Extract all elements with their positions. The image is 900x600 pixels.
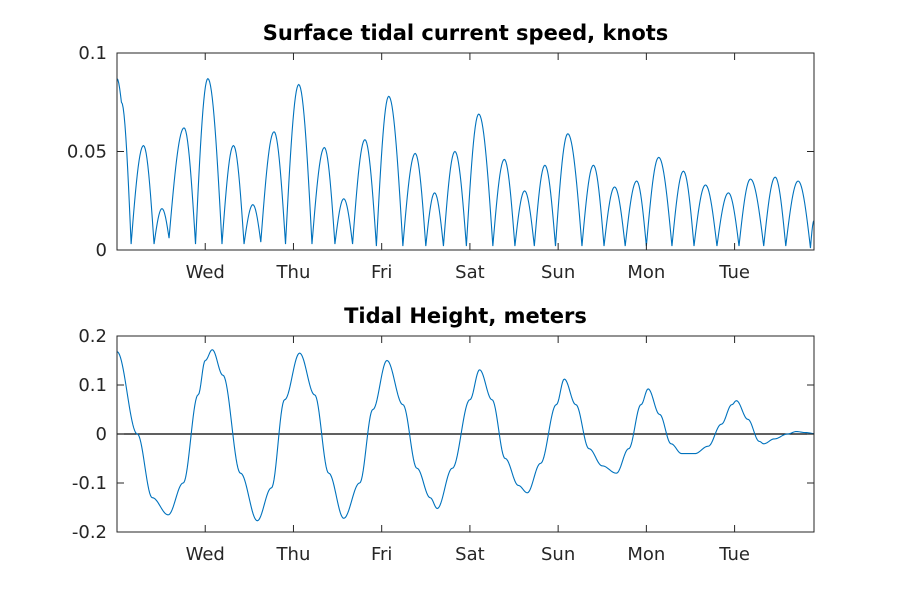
y-tick-label: 0.05 (67, 142, 107, 163)
x-tick-label: Wed (186, 544, 225, 565)
x-tick-label: Thu (276, 544, 311, 565)
chart-panel-2: Tidal Height, meters -0.2 -0.1 0 0.1 0.2 Wed Th… (72, 304, 815, 565)
x-tick-label: Fri (371, 544, 392, 565)
y-tick-label: 0.1 (78, 375, 107, 396)
x-tick-label: Fri (371, 262, 392, 283)
series-line-1 (117, 349, 814, 522)
chart-title: Surface tidal current speed, knots (263, 21, 669, 45)
chart-title: Tidal Height, meters (344, 304, 587, 328)
x-tick-label: Tue (718, 262, 750, 283)
x-tick-label: Thu (276, 262, 311, 283)
y-tick-label: -0.1 (72, 473, 107, 494)
x-tick-label: Sun (541, 262, 575, 283)
x-tick-label: Wed (186, 262, 225, 283)
y-tick-label: 0 (96, 240, 107, 261)
y-tick-label: 0.1 (78, 43, 107, 64)
y-tick-label: 0.2 (78, 326, 107, 347)
x-tick-label: Sat (455, 544, 485, 565)
y-tick-label: -0.2 (72, 522, 107, 543)
x-tick-label: Mon (627, 262, 665, 283)
x-tick-label: Sun (541, 544, 575, 565)
series-line-1 (117, 77, 814, 249)
x-tick-label: Mon (627, 544, 665, 565)
x-tick-label: Tue (718, 544, 750, 565)
x-tick-label: Sat (455, 262, 485, 283)
chart-panel-1: Surface tidal current speed, knots 0 0.05 0… (67, 21, 815, 283)
y-tick-label: 0 (96, 424, 107, 445)
